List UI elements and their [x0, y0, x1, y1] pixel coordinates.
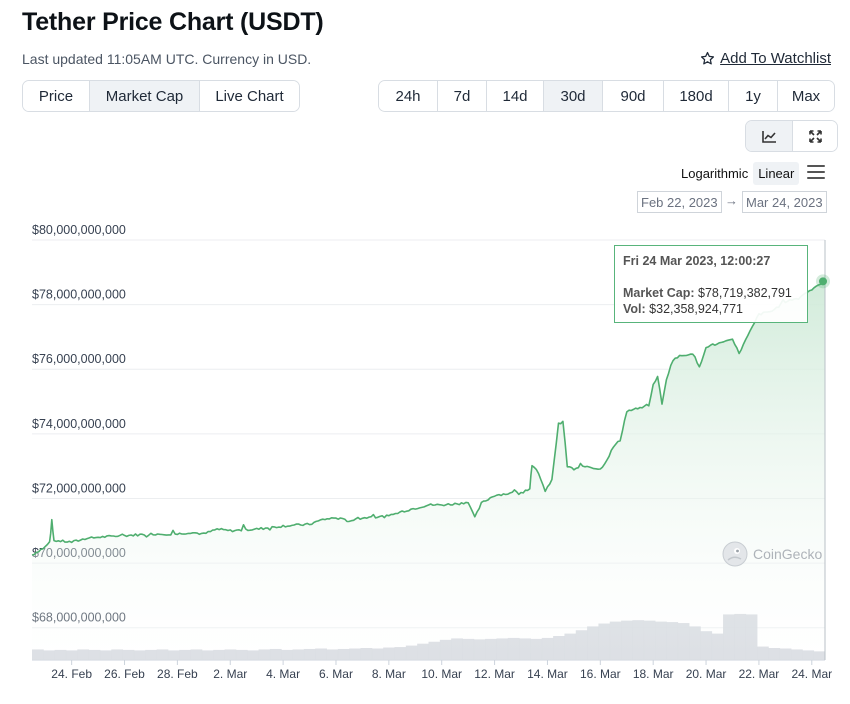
view-mode-toggle [745, 120, 838, 152]
fullscreen-view-button[interactable] [793, 121, 837, 151]
y-tick-label: $80,000,000,000 [32, 223, 126, 237]
tab-price[interactable]: Price [23, 81, 90, 111]
date-from-input[interactable]: Feb 22, 2023 [637, 191, 722, 213]
tooltip-vol-value: $32,358,924,771 [649, 302, 744, 316]
x-tick-label: 2. Mar [213, 667, 247, 681]
range-7d[interactable]: 7d [438, 81, 487, 111]
x-tick-label: 28. Feb [157, 667, 198, 681]
x-tick-label: 14. Mar [527, 667, 568, 681]
line-chart-view-button[interactable] [746, 121, 793, 151]
x-tick-label: 12. Mar [474, 667, 515, 681]
gecko-logo-icon [722, 541, 748, 567]
fullscreen-icon [808, 129, 822, 143]
y-tick-label: $74,000,000,000 [32, 417, 126, 431]
tab-market-cap[interactable]: Market Cap [90, 81, 200, 111]
x-tick-label: 26. Feb [104, 667, 145, 681]
range-90d[interactable]: 90d [603, 81, 664, 111]
page-title: Tether Price Chart (USDT) [22, 8, 324, 36]
scale-logarithmic-option[interactable]: Logarithmic [681, 166, 749, 181]
line-chart-icon [761, 130, 776, 143]
market-cap-area-fill [32, 281, 825, 660]
add-to-watchlist-link[interactable]: Add To Watchlist [700, 50, 831, 67]
tooltip-market-cap-label: Market Cap: [623, 286, 695, 300]
market-cap-line [31, 280, 826, 556]
range-180d[interactable]: 180d [664, 81, 729, 111]
scale-linear-option[interactable]: Linear [753, 162, 800, 185]
range-30d[interactable]: 30d [544, 81, 603, 111]
hamburger-menu-icon[interactable] [807, 165, 825, 179]
y-tick-label: $72,000,000,000 [32, 481, 126, 495]
time-range-selector: 24h 7d 14d 30d 90d 180d 1y Max [378, 80, 835, 112]
coingecko-watermark: CoinGecko [722, 541, 822, 567]
range-1y[interactable]: 1y [729, 81, 778, 111]
date-to-input[interactable]: Mar 24, 2023 [742, 191, 827, 213]
x-tick-label: 4. Mar [266, 667, 300, 681]
x-tick-label: 18. Mar [633, 667, 674, 681]
x-tick-label: 6. Mar [319, 667, 353, 681]
x-tick-label: 8. Mar [372, 667, 406, 681]
x-tick-label: 10. Mar [421, 667, 462, 681]
chart-tooltip: Fri 24 Mar 2023, 12:00:27 Market Cap: $7… [614, 245, 808, 323]
y-tick-label: $76,000,000,000 [32, 352, 126, 366]
tooltip-date: Fri 24 Mar 2023, 12:00:27 [623, 254, 771, 268]
hover-point [819, 277, 827, 286]
tooltip-market-cap-value: $78,719,382,791 [698, 286, 792, 300]
tab-live-chart[interactable]: Live Chart [200, 81, 299, 111]
range-max[interactable]: Max [778, 81, 834, 111]
date-range-arrow: → [725, 193, 738, 208]
x-tick-label: 20. Mar [686, 667, 727, 681]
scale-selector: Logarithmic Linear [676, 162, 800, 185]
range-14d[interactable]: 14d [487, 81, 544, 111]
y-tick-label: $78,000,000,000 [32, 288, 126, 302]
chart-type-tabs: Price Market Cap Live Chart [22, 80, 300, 112]
watermark-text: CoinGecko [753, 546, 823, 562]
star-icon [701, 51, 715, 65]
last-updated-text: Last updated 11:05AM UTC. Currency in US… [22, 51, 312, 67]
x-tick-label: 24. Feb [51, 667, 92, 681]
x-axis-ticks: 24. Feb 26. Feb 28. Feb 2. Mar 4. Mar 6. Mar 8… [51, 660, 832, 681]
x-tick-label: 16. Mar [580, 667, 621, 681]
tooltip-vol-label: Vol: [623, 302, 646, 316]
market-cap-area [31, 240, 830, 660]
watchlist-label: Add To Watchlist [720, 50, 831, 67]
x-tick-label: 24. Mar [791, 667, 832, 681]
range-24h[interactable]: 24h [379, 81, 438, 111]
x-tick-label: 22. Mar [739, 667, 780, 681]
